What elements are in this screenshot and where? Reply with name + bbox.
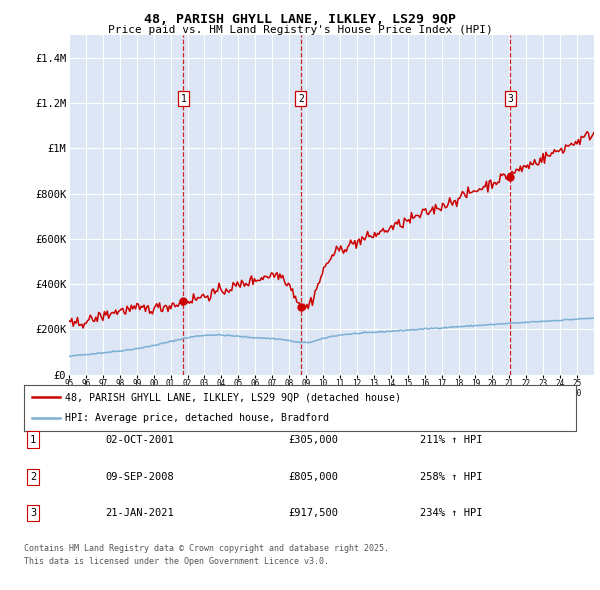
Text: £917,500: £917,500 <box>288 509 338 518</box>
Text: £305,000: £305,000 <box>288 435 338 444</box>
Text: 3: 3 <box>30 509 36 518</box>
Text: 258% ↑ HPI: 258% ↑ HPI <box>420 472 482 481</box>
Text: 48, PARISH GHYLL LANE, ILKLEY, LS29 9QP (detached house): 48, PARISH GHYLL LANE, ILKLEY, LS29 9QP … <box>65 392 401 402</box>
Text: Price paid vs. HM Land Registry's House Price Index (HPI): Price paid vs. HM Land Registry's House … <box>107 25 493 35</box>
Text: 234% ↑ HPI: 234% ↑ HPI <box>420 509 482 518</box>
Text: 2: 2 <box>30 472 36 481</box>
Text: 3: 3 <box>508 94 513 104</box>
Text: 1: 1 <box>181 94 186 104</box>
Text: 02-OCT-2001: 02-OCT-2001 <box>105 435 174 444</box>
Text: 21-JAN-2021: 21-JAN-2021 <box>105 509 174 518</box>
Text: Contains HM Land Registry data © Crown copyright and database right 2025.: Contains HM Land Registry data © Crown c… <box>24 545 389 553</box>
Text: 2: 2 <box>298 94 304 104</box>
Text: 48, PARISH GHYLL LANE, ILKLEY, LS29 9QP: 48, PARISH GHYLL LANE, ILKLEY, LS29 9QP <box>144 13 456 26</box>
Text: 09-SEP-2008: 09-SEP-2008 <box>105 472 174 481</box>
Text: £805,000: £805,000 <box>288 472 338 481</box>
Text: 211% ↑ HPI: 211% ↑ HPI <box>420 435 482 444</box>
Text: HPI: Average price, detached house, Bradford: HPI: Average price, detached house, Brad… <box>65 413 329 423</box>
Text: 1: 1 <box>30 435 36 444</box>
Text: This data is licensed under the Open Government Licence v3.0.: This data is licensed under the Open Gov… <box>24 558 329 566</box>
